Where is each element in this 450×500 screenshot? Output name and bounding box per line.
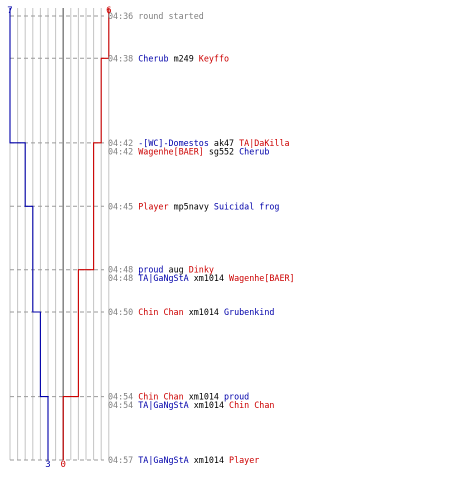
red-series-line: [62, 8, 110, 460]
event-time: 04:42: [108, 138, 138, 148]
weapon-name: aug: [163, 265, 183, 275]
kill-log-row: 04:48 TA|GaNgStA xm1014 Wagenhe[BAER]: [108, 273, 295, 283]
player-name: Player: [224, 455, 259, 465]
player-name: Chin Chan: [224, 400, 274, 410]
event-time: 04:57: [108, 455, 138, 465]
weapon-name: xm1014: [184, 392, 219, 402]
kill-log-row: 04:38 Cherub m249 Keyffo: [108, 53, 229, 63]
kill-log-row: 04:45 Player mp5navy Suicidal frog: [108, 201, 279, 211]
event-time: 04:50: [108, 307, 138, 317]
red-start-count-label: 6: [106, 6, 111, 16]
player-name: proud: [219, 392, 249, 402]
event-time: 04:48: [108, 265, 138, 275]
blue-start-count-label: 7: [7, 6, 12, 16]
weapon-name: m249: [169, 53, 194, 63]
event-time: 04:48: [108, 273, 138, 283]
weapon-name: mp5navy: [169, 201, 209, 211]
blue-end-count-label: 3: [45, 460, 50, 470]
player-name: TA|GaNgStA: [138, 273, 188, 283]
weapon-name: sg552: [204, 146, 234, 156]
player-name: TA|GaNgStA: [138, 400, 188, 410]
kill-log-row: 04:50 Chin Chan xm1014 Grubenkind: [108, 307, 274, 317]
kill-log-row: 04:57 TA|GaNgStA xm1014 Player: [108, 455, 259, 465]
weapon-name: ak47: [209, 138, 234, 148]
player-name: TA|GaNgStA: [138, 455, 188, 465]
event-note: round started: [138, 11, 204, 21]
event-dash-lines: [10, 15, 104, 461]
player-name: Dinky: [184, 265, 214, 275]
weapon-name: xm1014: [189, 400, 224, 410]
player-name: Chin Chan: [138, 392, 183, 402]
player-name: Cherub: [234, 146, 269, 156]
kill-log-row: 04:42 -[WC]-Domestos ak47 TA|DaKilla: [108, 138, 290, 148]
weapon-name: xm1014: [189, 455, 224, 465]
event-time: 04:42: [108, 146, 138, 156]
kill-log: 04:36 round started 04:38 Cherub m249 Key…: [108, 11, 295, 465]
player-name: Wagenhe[BAER]: [138, 146, 204, 156]
player-name: proud: [138, 265, 163, 275]
event-time: 04:54: [108, 400, 138, 410]
weapon-name: xm1014: [189, 273, 224, 283]
event-time: 04:54: [108, 392, 138, 402]
player-name: Cherub: [138, 53, 168, 63]
red-end-count-label: 0: [60, 460, 65, 470]
blue-series-line: [9, 8, 49, 460]
player-name: Wagenhe[BAER]: [224, 273, 295, 283]
weapon-name: xm1014: [184, 307, 219, 317]
kill-log-row: 04:48 proud aug Dinky: [108, 265, 214, 275]
kill-log-row: 04:54 TA|GaNgStA xm1014 Chin Chan: [108, 400, 274, 410]
event-time: 04:36: [108, 11, 138, 21]
grid-lines: [9, 8, 110, 460]
kill-log-row: 04:36 round started: [108, 11, 204, 21]
player-name: Keyffo: [194, 53, 229, 63]
kill-log-row: 04:54 Chin Chan xm1014 proud: [108, 392, 249, 402]
kill-log-row: 04:42 Wagenhe[BAER] sg552 Cherub: [108, 146, 269, 156]
player-name: -[WC]-Domestos: [138, 138, 209, 148]
player-name: TA|DaKilla: [234, 138, 289, 148]
event-time: 04:45: [108, 201, 138, 211]
player-name: Player: [138, 201, 168, 211]
player-name: Chin Chan: [138, 307, 183, 317]
series-lines: [9, 8, 110, 460]
player-name: Suicidal frog: [209, 201, 280, 211]
player-name: Grubenkind: [219, 307, 274, 317]
player-count-labels: 7 3 6 0: [7, 6, 111, 470]
event-time: 04:38: [108, 53, 138, 63]
